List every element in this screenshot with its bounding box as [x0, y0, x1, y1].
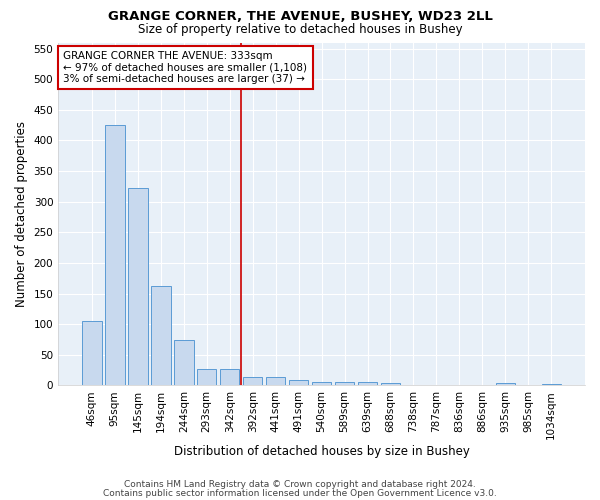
X-axis label: Distribution of detached houses by size in Bushey: Distribution of detached houses by size … [173, 444, 470, 458]
Bar [82, 321, 101, 386]
Bar [197, 369, 217, 386]
Bar [381, 383, 400, 386]
Text: GRANGE CORNER, THE AVENUE, BUSHEY, WD23 2LL: GRANGE CORNER, THE AVENUE, BUSHEY, WD23 … [107, 10, 493, 23]
Bar [358, 382, 377, 386]
Bar [105, 125, 125, 386]
Y-axis label: Number of detached properties: Number of detached properties [15, 121, 28, 307]
Bar [496, 383, 515, 386]
Text: Contains public sector information licensed under the Open Government Licence v3: Contains public sector information licen… [103, 488, 497, 498]
Bar [542, 384, 561, 386]
Bar [128, 188, 148, 386]
Bar [289, 380, 308, 386]
Text: Size of property relative to detached houses in Bushey: Size of property relative to detached ho… [137, 22, 463, 36]
Bar [220, 369, 239, 386]
Bar [266, 378, 286, 386]
Bar [151, 286, 170, 386]
Text: Contains HM Land Registry data © Crown copyright and database right 2024.: Contains HM Land Registry data © Crown c… [124, 480, 476, 489]
Bar [312, 382, 331, 386]
Bar [174, 340, 194, 386]
Bar [243, 378, 262, 386]
Bar [335, 382, 355, 386]
Text: GRANGE CORNER THE AVENUE: 333sqm
← 97% of detached houses are smaller (1,108)
3%: GRANGE CORNER THE AVENUE: 333sqm ← 97% o… [64, 51, 307, 84]
